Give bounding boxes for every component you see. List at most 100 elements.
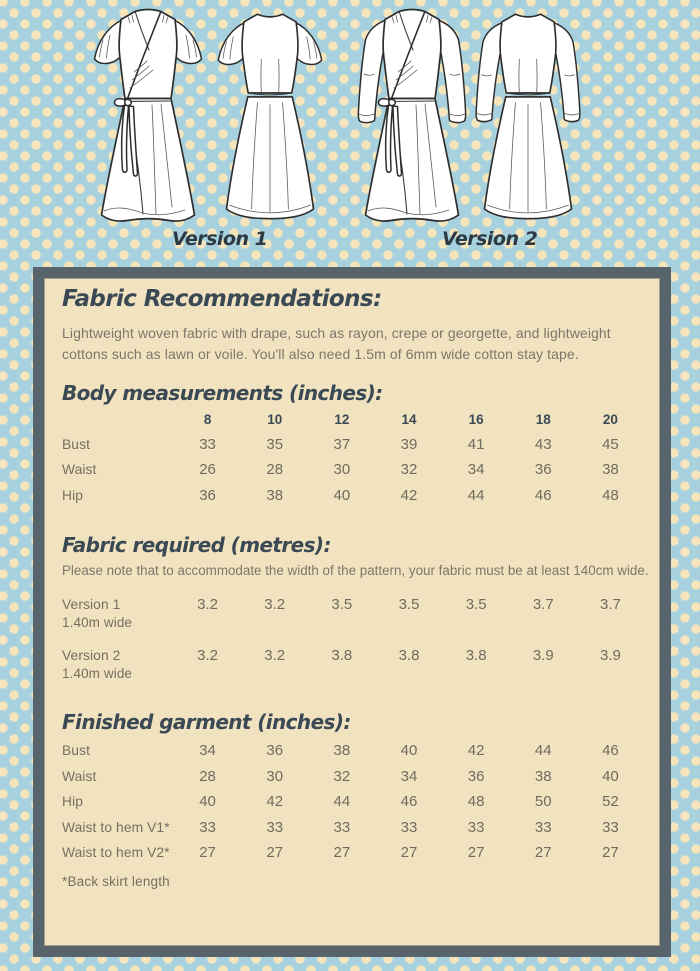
measurement-value: 3.8: [331, 647, 353, 665]
measurement-value: 33: [400, 818, 418, 836]
measurement-value: 33: [333, 818, 351, 836]
measurement-value: 44: [467, 486, 485, 504]
row-label: Bust: [62, 436, 91, 452]
body-measurements-table: Bust 33 35 37 39 41 43 45 Waist 26 28 30 32 34 36 38 Hip…: [62, 432, 644, 509]
measurement-value: 39: [400, 435, 418, 453]
measurement-value: 33: [534, 818, 552, 836]
measurement-value: 36: [199, 486, 216, 504]
size-header: 12: [334, 412, 350, 428]
dress-version2-front-drawing: [357, 8, 467, 222]
measurement-value: 3.5: [398, 596, 420, 614]
measurement-value: 27: [199, 844, 216, 862]
measurement-value: 38: [534, 767, 552, 785]
measurement-value: 26: [199, 461, 216, 479]
measurement-value: 3.8: [398, 647, 420, 665]
measurement-value: 3.7: [532, 596, 554, 614]
row-label: Hip: [62, 794, 84, 810]
row-label: Hip: [62, 487, 84, 503]
dress-version1-back-drawing: [217, 13, 323, 220]
row-sublabel: 1.40m wide: [62, 666, 133, 682]
measurement-value: 3.8: [465, 647, 487, 665]
measurement-value: 27: [400, 844, 418, 862]
measurement-value: 34: [199, 742, 216, 760]
dress-version2-back-illustration: [470, 6, 586, 238]
measurement-value: 36: [266, 742, 284, 760]
measurement-value: 45: [602, 435, 619, 453]
dress-version2-back-drawing: [475, 13, 581, 220]
row-label: Version 1 1.40m wide: [62, 595, 174, 633]
measurement-value: 36: [534, 461, 552, 479]
measurement-value: 33: [199, 435, 216, 453]
fabric-required-heading: Fabric required (metres):: [62, 533, 331, 558]
measurement-value: 48: [467, 793, 485, 811]
table-row: Waist 28 30 32 34 36 38 40: [62, 764, 644, 790]
measurement-value: 46: [400, 793, 418, 811]
table-row: Bust 33 35 37 39 41 43 45: [62, 432, 644, 458]
measurement-value: 44: [534, 742, 552, 760]
measurement-value: 3.7: [599, 596, 621, 614]
measurement-value: 27: [534, 844, 552, 862]
measurement-value: 33: [266, 818, 284, 836]
measurement-value: 33: [467, 818, 485, 836]
table-row: Hip 36 38 40 42 44 46 48: [62, 483, 644, 509]
fabric-recommendations-text: Lightweight woven fabric with drape, suc…: [62, 324, 611, 362]
body-measurements-heading: Body measurements (inches):: [62, 380, 383, 405]
size-header: 8: [203, 412, 212, 428]
measurement-value: 3.5: [465, 596, 487, 614]
table-row: Version 2 1.40m wide 3.2 3.2 3.8 3.8 3.8 3.9 3.9: [62, 644, 644, 695]
measurement-value: 27: [266, 844, 284, 862]
measurement-value: 3.5: [331, 596, 353, 614]
fabric-recommendations-heading: Fabric Recommendations:: [62, 286, 382, 312]
measurement-value: 3.2: [197, 596, 218, 614]
measurement-value: 34: [400, 767, 418, 785]
finished-garment-table: Bust 34 36 38 40 42 44 46 Waist 28 30 32 34 36 38 40 Hip…: [62, 738, 644, 866]
measurement-value: 40: [199, 793, 216, 811]
measurement-value: 30: [266, 767, 284, 785]
size-header: 20: [602, 412, 618, 428]
measurement-value: 3.9: [532, 647, 554, 665]
measurement-value: 40: [333, 486, 351, 504]
row-label: Version 2 1.40m wide: [62, 646, 174, 684]
measurement-value: 27: [602, 844, 619, 862]
fabric-required-table: Version 1 1.40m wide 3.2 3.2 3.5 3.5 3.5 3.7 3.7…: [62, 593, 644, 695]
measurement-value: 28: [199, 767, 216, 785]
measurement-value: 42: [266, 793, 284, 811]
table-row: Hip 40 42 44 46 48 50 52: [62, 789, 644, 815]
size-header: 10: [267, 412, 283, 428]
dress-version1-front-illustration: [88, 2, 208, 242]
size-header: 18: [535, 412, 551, 428]
table-row: Bust 34 36 38 40 42 44 46: [62, 738, 644, 764]
dress-illustrations-strip: Version 1 Version 2: [0, 0, 700, 266]
measurement-value: 38: [602, 461, 619, 479]
measurement-value: 46: [602, 742, 619, 760]
size-header-row: 8 10 12 14 16 18 20: [62, 409, 644, 431]
table-row: Waist 26 28 30 32 34 36 38: [62, 457, 644, 483]
measurement-value: 40: [602, 767, 619, 785]
measurement-value: 52: [602, 793, 619, 811]
measurement-value: 38: [266, 486, 284, 504]
info-panel: Fabric Recommendations: Lightweight wove…: [33, 267, 671, 957]
row-label: Waist to hem V2*: [62, 845, 170, 861]
dress-version1-back-illustration: [212, 6, 328, 238]
measurement-value: 27: [467, 844, 485, 862]
size-header: 14: [401, 412, 417, 428]
measurement-value: 3.9: [599, 647, 621, 665]
measurement-value: 3.2: [264, 596, 286, 614]
measurement-value: 33: [602, 818, 619, 836]
measurement-value: 35: [266, 435, 284, 453]
measurement-value: 3.2: [264, 647, 286, 665]
size-header: 16: [468, 412, 484, 428]
row-label: Waist to hem V1*: [62, 819, 170, 835]
measurement-value: 37: [333, 435, 351, 453]
measurement-value: 32: [333, 767, 351, 785]
row-label: Bust: [62, 743, 91, 759]
measurement-value: 27: [333, 844, 351, 862]
row-label: Waist: [62, 768, 97, 784]
measurement-value: 36: [467, 767, 485, 785]
measurement-value: 38: [333, 742, 351, 760]
table-row: Waist to hem V1* 33 33 33 33 33 33 33: [62, 815, 644, 841]
measurement-value: 50: [534, 793, 552, 811]
measurement-value: 33: [199, 818, 216, 836]
measurement-value: 44: [333, 793, 351, 811]
measurement-value: 30: [333, 461, 351, 479]
